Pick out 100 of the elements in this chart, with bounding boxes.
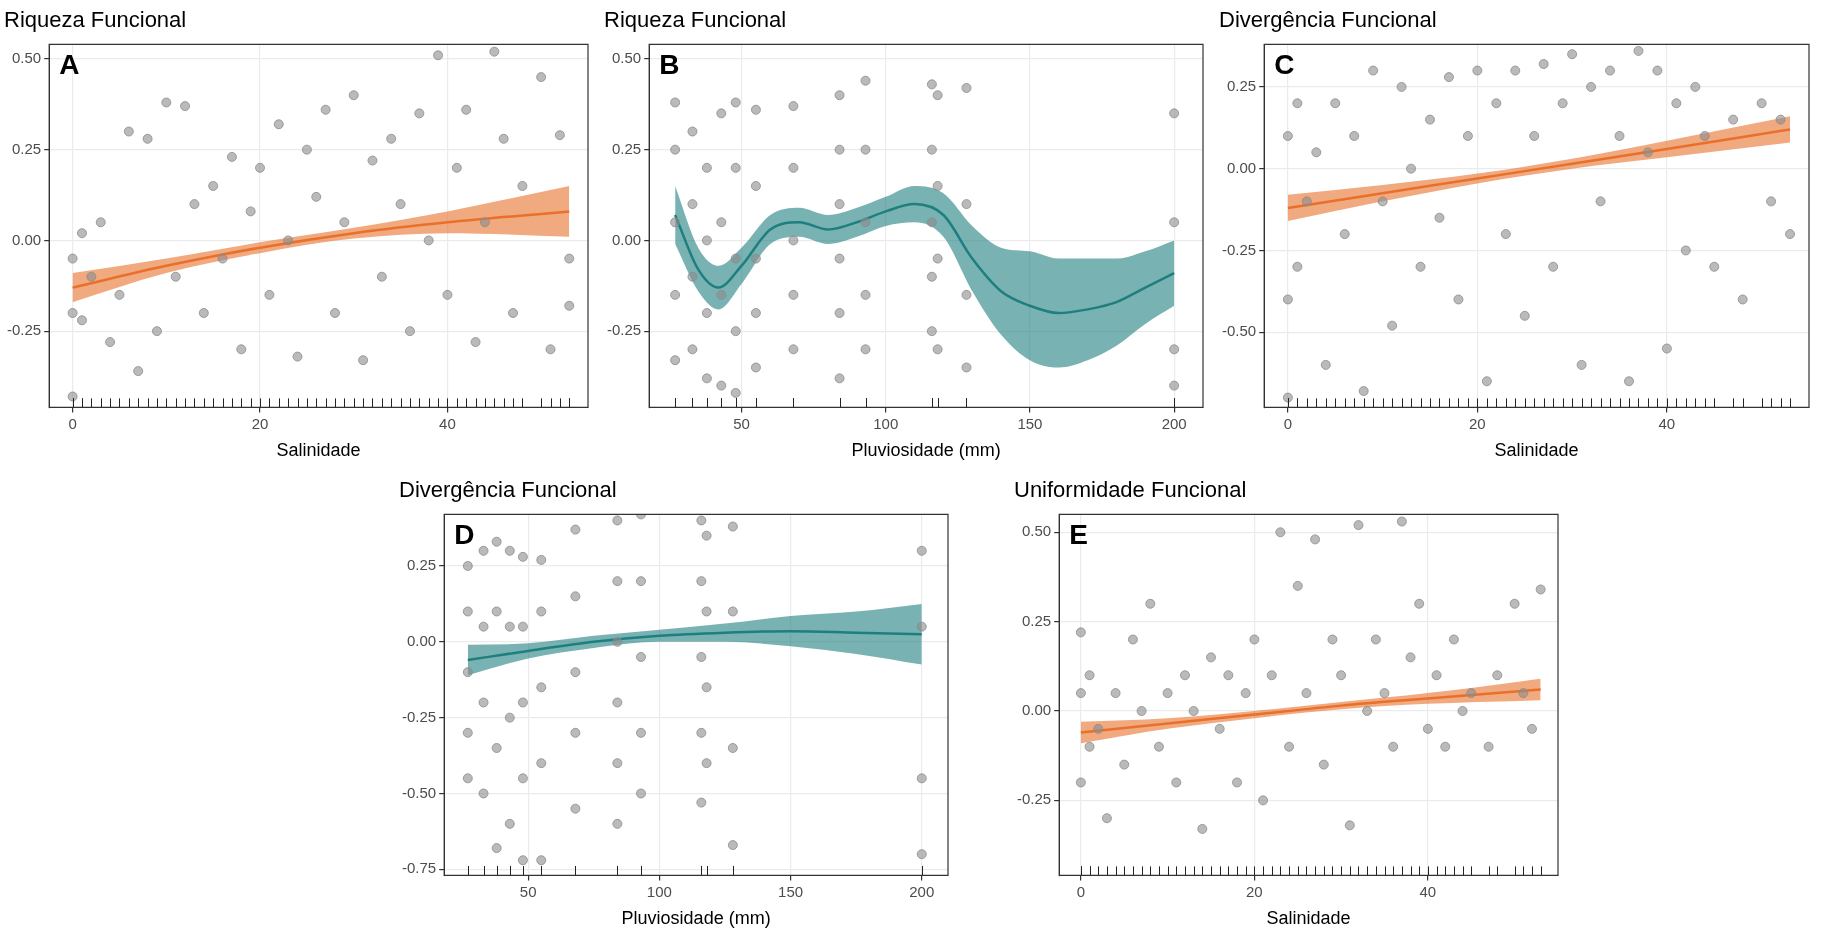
point [730,162,741,173]
point [1169,344,1180,355]
point [1448,634,1459,645]
point [433,50,444,61]
point [1240,688,1251,699]
point [462,773,473,784]
point [860,344,871,355]
point [1282,392,1293,403]
point [701,758,712,769]
point [564,300,575,311]
point [834,253,845,264]
point [1127,634,1138,645]
point [367,155,378,166]
x-tick-label: 20 [1246,882,1263,900]
point [926,217,937,228]
line-series [71,210,571,289]
x-tick-label: 20 [251,414,269,432]
y-tick-label: 0.00 [406,631,437,649]
point [489,46,500,57]
point [788,101,799,112]
point [1206,652,1216,663]
point [1388,741,1399,752]
point [442,289,453,300]
point [1084,670,1095,681]
annotation: A [59,49,80,81]
point [478,697,489,708]
point [1414,598,1425,609]
point [1728,114,1739,125]
point [687,271,698,282]
point [687,126,698,137]
point [1623,376,1634,387]
point [612,818,623,829]
x-axis-title: Salinidade [276,440,361,461]
point [1162,688,1173,699]
point [1526,723,1537,734]
point [283,235,294,246]
point [1282,130,1293,141]
point [1301,196,1312,207]
point [570,667,581,678]
point [916,621,927,632]
point [1370,634,1381,645]
y-tick-label: 0.25 [1021,611,1052,629]
point [1349,130,1360,141]
point [462,727,473,738]
point [730,326,741,337]
y-tick-label: -0.75 [401,859,437,877]
point [1169,108,1180,119]
point [860,75,871,86]
point [504,712,515,723]
x-tick-label: 40 [439,414,456,432]
x-tick-label: 100 [873,414,899,432]
point [1415,261,1426,272]
point [696,515,707,526]
point [1633,45,1644,56]
point [348,90,359,101]
x-tick-label: 0 [1283,414,1293,432]
point [1075,688,1086,699]
point [504,621,515,632]
x-axis-title: Pluviosidade (mm) [621,908,771,929]
point [1614,130,1625,141]
point [517,855,528,866]
point [1529,130,1540,141]
point [536,758,547,769]
point [1119,759,1130,770]
point [451,162,462,173]
point [1377,196,1388,207]
annotation: D [454,519,475,551]
point [491,742,502,753]
point [1318,759,1329,770]
point [545,344,556,355]
point [860,289,871,300]
y-tick-label: 0.00 [1021,701,1052,719]
point [133,366,144,377]
point [1492,670,1503,681]
point [1197,823,1208,834]
point [1466,688,1477,699]
point [1457,705,1468,716]
point [788,289,799,300]
point [536,554,547,565]
point [161,97,172,108]
point [1586,81,1597,92]
y-tick-label: -0.50 [1221,322,1257,340]
point [932,344,943,355]
point [1422,723,1433,734]
point [95,217,106,228]
point [1169,217,1180,228]
point [1652,65,1663,76]
point [612,758,623,769]
point [1699,130,1710,141]
point [517,180,528,191]
point [635,788,646,799]
point [1396,516,1407,527]
point [926,326,937,337]
point [414,108,425,119]
point [1179,670,1190,681]
point [834,308,845,319]
point [788,344,799,355]
point [1101,813,1112,824]
point [1084,741,1095,752]
point [687,199,698,210]
